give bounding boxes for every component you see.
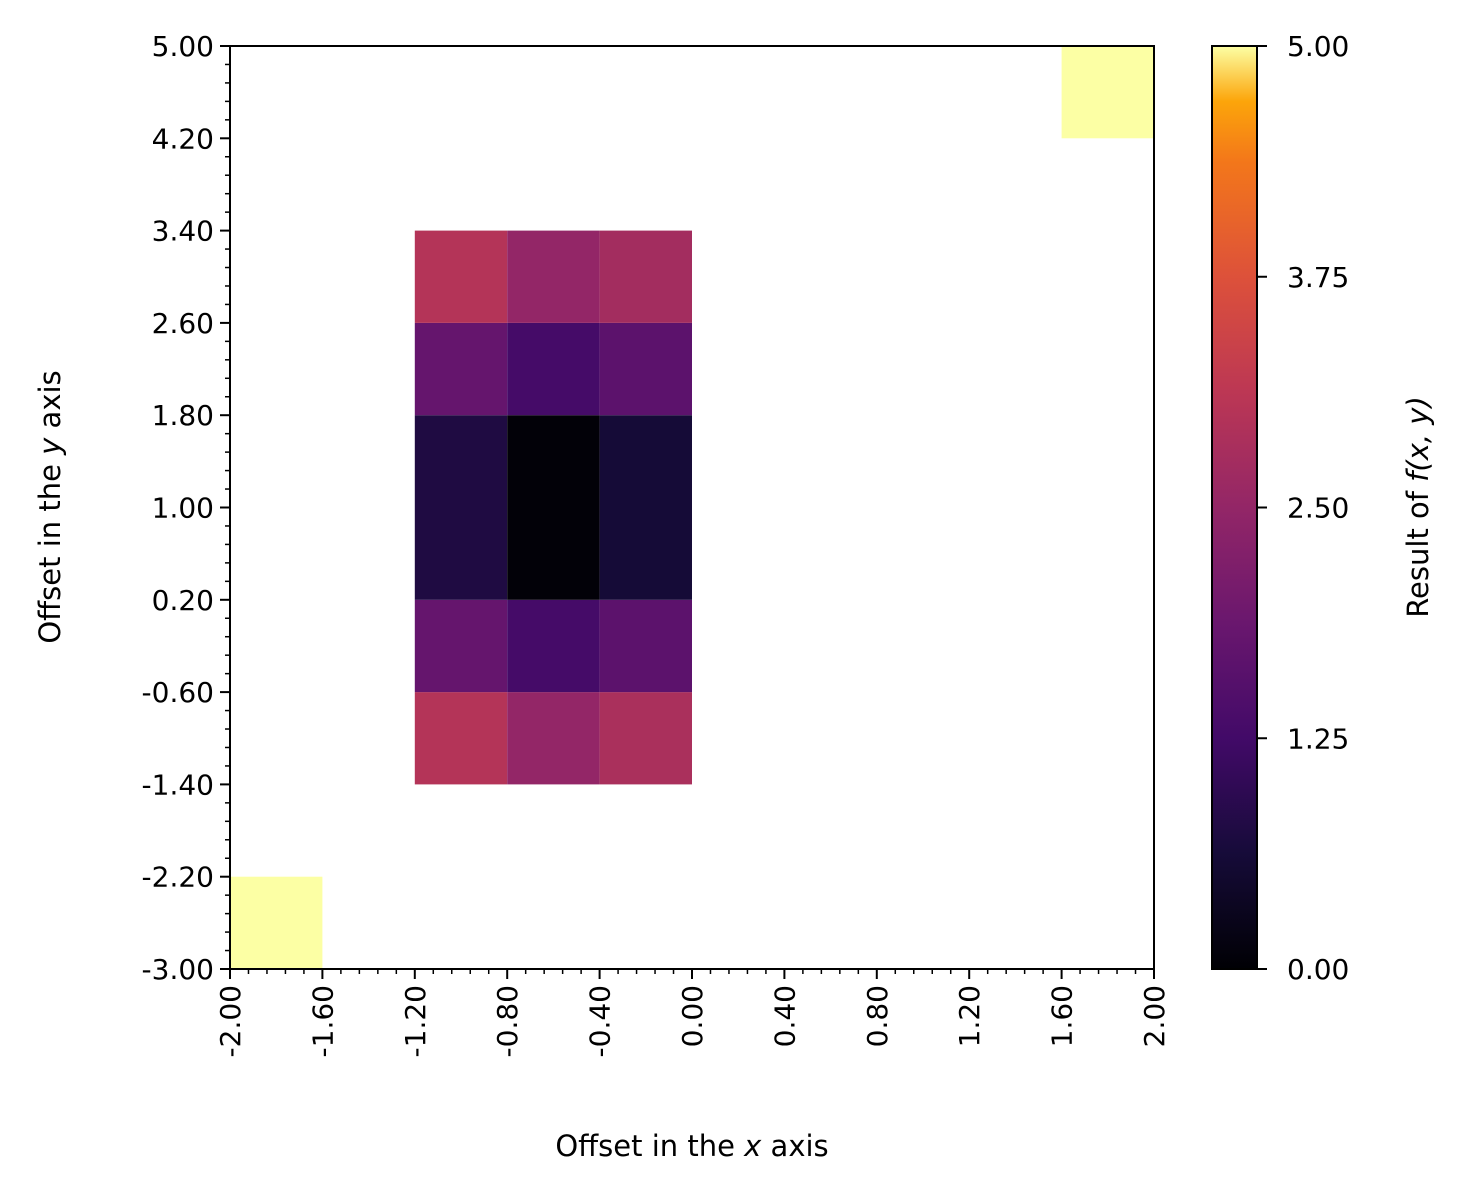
x-tick-label: 0.00 — [676, 985, 709, 1047]
y-tick-label: 5.00 — [152, 30, 214, 63]
y-tick-label: 3.40 — [152, 215, 214, 248]
y-tick-label: -2.20 — [142, 861, 214, 894]
x-tick-label: -0.40 — [584, 985, 617, 1057]
heatmap-cell — [599, 322, 692, 416]
colorbar-tick-label: 0.00 — [1287, 953, 1349, 986]
colorbar — [1211, 45, 1258, 970]
colorbar-ticks: 0.00 1.25 2.50 3.75 5.00 — [1257, 30, 1349, 986]
y-tick-label: 2.60 — [152, 307, 214, 340]
heatmap-cell — [599, 507, 692, 600]
colorbar-tick-label: 1.25 — [1287, 722, 1349, 755]
y-tick-label: -0.60 — [142, 676, 214, 709]
heatmap-cell — [414, 322, 508, 416]
y-tick-label: 4.20 — [152, 122, 214, 155]
heatmap-cell — [507, 599, 600, 693]
heatmap-cell — [507, 322, 600, 416]
x-tick-label: -1.20 — [399, 985, 432, 1057]
heatmap-cell — [414, 599, 508, 693]
plot-frame — [229, 45, 1155, 970]
y-tick-label: -3.00 — [142, 953, 214, 986]
heatmap-cell — [507, 230, 600, 323]
x-axis-ticks: -2.00 -1.60 -1.20 -0.80 -0.40 0.00 0.40 0.80 1.2… — [214, 969, 1171, 1057]
heatmap-cell — [414, 692, 508, 785]
y-tick-label: 0.20 — [152, 584, 214, 617]
heatmap-cell — [507, 415, 600, 508]
colorbar-label: Result of f(x, y) — [1401, 396, 1435, 618]
y-axis-ticks: -3.00 -2.20 -1.40 -0.60 0.20 1.00 1.80 2.60 3.40… — [142, 30, 230, 986]
y-tick-label: 1.80 — [152, 399, 214, 432]
heatmap-cell — [414, 415, 508, 508]
heatmap-cell — [414, 507, 508, 600]
x-tick-label: 2.00 — [1138, 985, 1171, 1047]
heatmap-cell — [414, 230, 508, 323]
x-axis-label: Offset in the x axis — [555, 1129, 828, 1163]
colorbar-tick-label: 5.00 — [1287, 30, 1349, 63]
colorbar-tick-label: 3.75 — [1287, 261, 1349, 294]
y-tick-label: 1.00 — [152, 492, 214, 525]
x-tick-label: 1.60 — [1046, 985, 1079, 1047]
heatmap-cells — [230, 46, 1154, 969]
x-tick-label: -1.60 — [306, 985, 339, 1057]
heatmap-cell — [599, 230, 692, 323]
heatmap-cell — [599, 599, 692, 693]
x-tick-label: -0.80 — [491, 985, 524, 1057]
x-tick-label: 1.20 — [953, 985, 986, 1047]
y-axis-label: Offset in the y axis — [33, 370, 67, 643]
x-tick-label: 0.40 — [768, 985, 801, 1047]
heatmap-cell — [599, 415, 692, 508]
x-tick-label: -2.00 — [214, 985, 247, 1057]
heatmap-cell — [230, 876, 323, 969]
heatmap-cell — [1061, 46, 1154, 139]
x-tick-label: 0.80 — [861, 985, 894, 1047]
heatmap-cell — [507, 507, 600, 600]
heatmap-cell — [507, 692, 600, 785]
heatmap-cell — [599, 692, 692, 785]
y-tick-label: -1.40 — [142, 768, 214, 801]
colorbar-tick-label: 2.50 — [1287, 492, 1349, 525]
